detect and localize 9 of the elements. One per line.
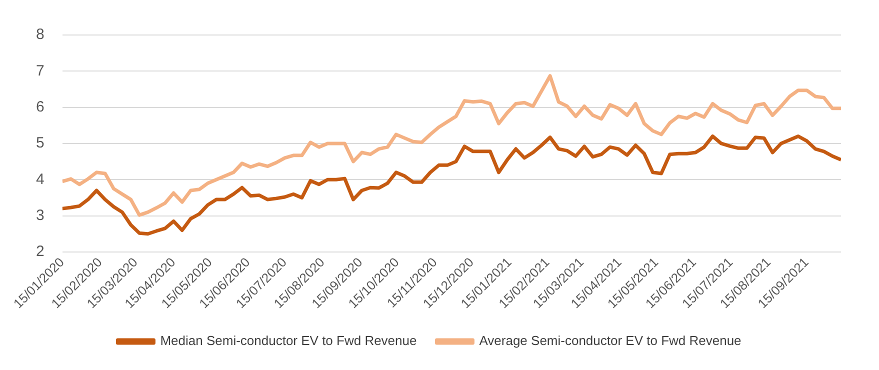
y-tick-label: 8 [36,26,44,44]
legend-label: Average Semi-conductor EV to Fwd Revenue [479,333,742,348]
y-tick-label: 3 [36,206,44,224]
y-tick-label: 6 [36,98,44,116]
y-tick-label: 4 [36,170,44,188]
y-tick-label: 7 [36,62,44,80]
y-tick-label: 5 [36,134,44,152]
y-tick-label: 2 [36,243,44,260]
legend-label: Median Semi-conductor EV to Fwd Revenue [160,333,417,348]
